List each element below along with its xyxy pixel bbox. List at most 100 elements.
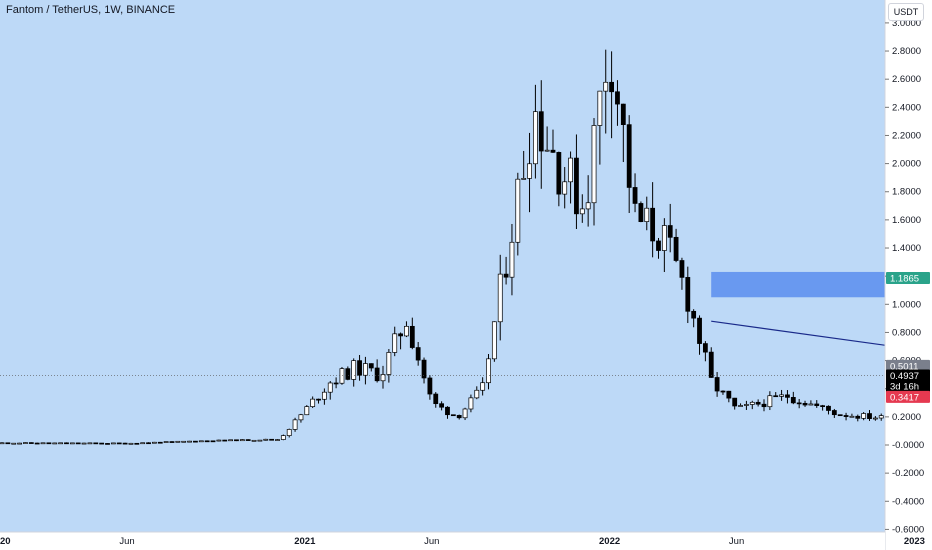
candle-body[interactable]	[843, 415, 849, 417]
candle-body[interactable]	[878, 415, 884, 419]
chart-background[interactable]	[0, 0, 885, 532]
candle-body[interactable]	[193, 440, 198, 443]
candle-body[interactable]	[398, 333, 403, 337]
candle-body[interactable]	[626, 124, 632, 188]
candle-body[interactable]	[486, 358, 491, 384]
candle-body[interactable]	[0, 442, 5, 445]
candle-body[interactable]	[105, 443, 110, 445]
chart-pane[interactable]	[0, 0, 932, 532]
candle-body[interactable]	[58, 442, 64, 445]
candle-body[interactable]	[234, 439, 239, 442]
candle-body[interactable]	[351, 360, 357, 380]
candle-body[interactable]	[538, 111, 544, 152]
candle-body[interactable]	[34, 442, 40, 445]
candle-body[interactable]	[245, 439, 251, 441]
time-axis-background[interactable]	[0, 532, 885, 550]
candle-body[interactable]	[151, 441, 157, 444]
candle-body[interactable]	[5, 442, 11, 445]
candle-body[interactable]	[228, 439, 234, 442]
candle-body[interactable]	[140, 442, 146, 445]
candle-body[interactable]	[738, 405, 743, 407]
candle-body[interactable]	[773, 395, 779, 398]
candle-body[interactable]	[491, 321, 497, 360]
candle-body[interactable]	[81, 442, 87, 445]
candle-body[interactable]	[574, 157, 579, 215]
candle-body[interactable]	[620, 103, 626, 125]
candle-body[interactable]	[392, 333, 398, 353]
candle-body[interactable]	[650, 207, 656, 242]
candle-body[interactable]	[339, 368, 345, 384]
candle-body[interactable]	[427, 377, 433, 395]
candle-body[interactable]	[509, 241, 515, 278]
candle-body[interactable]	[867, 413, 872, 419]
candle-body[interactable]	[861, 413, 867, 419]
candle-body[interactable]	[310, 398, 316, 407]
candle-body[interactable]	[468, 397, 474, 410]
candle-body[interactable]	[808, 403, 814, 406]
candle-body[interactable]	[790, 397, 796, 404]
candle-body[interactable]	[474, 389, 480, 399]
candle-body[interactable]	[280, 435, 286, 440]
candle-body[interactable]	[615, 91, 620, 105]
candle-body[interactable]	[550, 149, 556, 153]
candle-body[interactable]	[439, 403, 445, 408]
candle-body[interactable]	[257, 439, 263, 442]
candle-body[interactable]	[134, 442, 140, 445]
candle-body[interactable]	[802, 402, 808, 406]
candle-body[interactable]	[269, 438, 275, 441]
resistance-zone[interactable]	[711, 271, 885, 298]
candle-body[interactable]	[761, 403, 767, 408]
candle-body[interactable]	[632, 187, 638, 204]
candle-body[interactable]	[714, 377, 720, 392]
candle-body[interactable]	[333, 382, 339, 385]
candle-body[interactable]	[116, 442, 122, 445]
candle-body[interactable]	[292, 419, 298, 430]
candle-body[interactable]	[673, 236, 679, 261]
candle-body[interactable]	[146, 442, 151, 445]
candle-body[interactable]	[679, 260, 685, 278]
currency-button[interactable]: USDT	[888, 3, 924, 21]
candle-body[interactable]	[204, 440, 210, 443]
candle-body[interactable]	[40, 442, 46, 445]
candle-body[interactable]	[69, 442, 75, 445]
candle-body[interactable]	[316, 398, 321, 401]
candle-body[interactable]	[556, 152, 562, 195]
candle-body[interactable]	[321, 391, 327, 400]
candle-body[interactable]	[456, 415, 462, 419]
candle-body[interactable]	[28, 442, 34, 444]
candle-body[interactable]	[87, 442, 93, 445]
candle-body[interactable]	[415, 347, 421, 361]
candle-body[interactable]	[656, 240, 661, 251]
candle-body[interactable]	[503, 273, 509, 278]
candle-body[interactable]	[849, 415, 855, 418]
candle-body[interactable]	[527, 163, 532, 179]
candle-body[interactable]	[532, 111, 538, 165]
candle-body[interactable]	[685, 277, 691, 312]
candle-body[interactable]	[198, 440, 204, 443]
candle-body[interactable]	[181, 440, 187, 443]
candle-body[interactable]	[52, 442, 58, 445]
candle-body[interactable]	[298, 414, 304, 421]
price-axis[interactable]: 3.0000 2.8000 2.6000 2.4000 2.2000 2.0000 1.80…	[884, 0, 932, 550]
candle-body[interactable]	[169, 441, 175, 443]
candle-body[interactable]	[638, 203, 644, 222]
candle-body[interactable]	[591, 125, 597, 204]
candle-body[interactable]	[521, 178, 527, 180]
candle-body[interactable]	[767, 395, 773, 408]
candle-body[interactable]	[779, 394, 784, 397]
candle-body[interactable]	[163, 441, 169, 443]
candle-body[interactable]	[732, 397, 738, 407]
candle-body[interactable]	[597, 90, 603, 126]
candle-body[interactable]	[837, 414, 843, 417]
candle-body[interactable]	[286, 429, 292, 436]
candle-body[interactable]	[11, 442, 17, 445]
candle-body[interactable]	[826, 405, 831, 411]
candle-body[interactable]	[386, 352, 392, 375]
candle-body[interactable]	[374, 367, 380, 382]
candle-body[interactable]	[327, 382, 333, 393]
candle-body[interactable]	[726, 390, 732, 399]
candle-body[interactable]	[445, 406, 450, 416]
candle-body[interactable]	[251, 439, 257, 442]
candle-body[interactable]	[644, 207, 650, 222]
